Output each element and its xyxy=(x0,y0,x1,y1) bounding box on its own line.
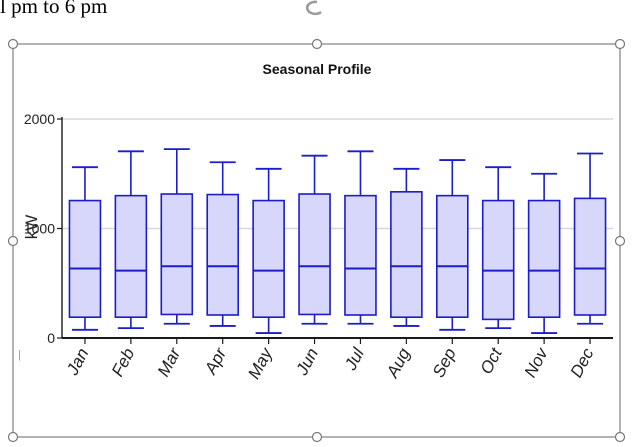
x-tick-label: Jan xyxy=(62,345,92,379)
iqr-box xyxy=(206,193,240,316)
cursor-mark: | xyxy=(18,349,21,361)
box-plot-series xyxy=(68,148,607,334)
iqr-box xyxy=(252,199,285,318)
resize-handle-bottom[interactable] xyxy=(311,431,323,443)
box-oct xyxy=(481,166,515,330)
iqr-box xyxy=(344,194,377,316)
iqr-box xyxy=(573,197,607,316)
box-aug xyxy=(390,167,423,327)
grid-lines xyxy=(62,118,613,230)
x-tick-label: Jun xyxy=(292,345,322,379)
x-tick-label: Aug xyxy=(382,344,414,381)
x-tick-label: Sep xyxy=(429,345,460,381)
box-mar xyxy=(160,148,194,325)
iqr-box xyxy=(527,199,561,318)
iqr-box xyxy=(435,194,469,318)
resize-handle-right[interactable] xyxy=(614,235,626,247)
x-tick-label: May xyxy=(244,344,277,383)
iqr-box xyxy=(160,193,194,316)
x-tick-label: Nov xyxy=(521,344,553,381)
box-jun xyxy=(298,154,331,325)
resize-handle-bottom-left[interactable] xyxy=(7,431,19,443)
box-dec xyxy=(573,152,607,325)
x-tick-label: Jul xyxy=(341,344,369,374)
box-feb xyxy=(114,150,148,330)
resize-handle-left[interactable] xyxy=(7,235,19,247)
box-may xyxy=(252,167,285,334)
box-jan xyxy=(68,166,102,331)
resize-handle-bottom-right[interactable] xyxy=(614,431,626,443)
x-tick-label: Feb xyxy=(108,345,139,380)
clipped-document-text: l pm to 6 pm xyxy=(0,0,108,18)
box-nov xyxy=(527,172,561,334)
x-tick-label: Oct xyxy=(477,344,507,377)
iqr-box xyxy=(481,199,515,321)
x-axis-ticks: Jan Feb Mar Apr May Jun Jul Aug Sep Oct Nov Dec xyxy=(62,338,598,383)
iqr-box xyxy=(390,191,423,318)
resize-handle-top[interactable] xyxy=(311,38,323,50)
iqr-box xyxy=(68,199,102,318)
y-tick-label: 0 xyxy=(47,330,55,346)
iqr-box xyxy=(114,194,148,318)
y-tick-label: 2000 xyxy=(24,111,55,127)
resize-handle-top-right[interactable] xyxy=(614,38,626,50)
selection-frame[interactable] xyxy=(7,0,626,443)
x-tick-label: Apr xyxy=(201,344,231,378)
box-sep xyxy=(435,159,469,331)
box-jul xyxy=(344,150,377,325)
x-tick-label: Dec xyxy=(567,345,598,381)
y-axis-label: kW xyxy=(22,215,41,240)
x-tick-label: Mar xyxy=(154,344,185,380)
rotate-handle-icon[interactable] xyxy=(306,0,322,16)
y-axis-ticks: 0 1000 2000 xyxy=(24,111,62,346)
box-apr xyxy=(206,161,240,327)
chart-axes xyxy=(61,117,613,339)
y-tick-label: 1000 xyxy=(24,221,55,237)
iqr-box xyxy=(298,193,331,316)
chart-title: Seasonal Profile xyxy=(263,61,372,77)
resize-handle-top-left[interactable] xyxy=(7,38,19,50)
